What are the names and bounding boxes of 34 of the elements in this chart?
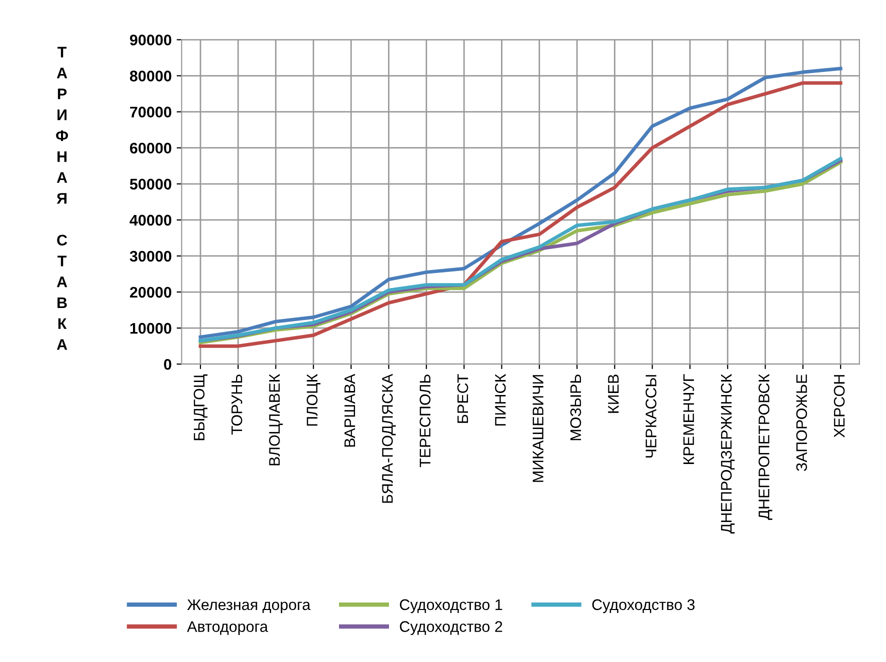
y-tick-label: 40000 [130,214,172,226]
x-tick-label: ХЕРСОН [834,375,845,438]
x-tick-label: МОЗЫРЬ [570,374,582,440]
x-tick-label: ПЛОЦК [306,374,320,426]
legend-label: Судоходство 2 [400,621,502,636]
y-tick-label: 90000 [130,34,172,46]
legend-label: Железная дорога [187,599,311,614]
y-tick-label: 60000 [130,142,172,154]
legend-label: Судоходство 1 [400,599,502,614]
y-tick-label: 30000 [130,250,172,262]
x-tick-label: ЧЕРКАССЫ [646,375,656,458]
x-tick-label: ВАРШАВА [344,374,356,447]
x-tick-label: БЯЛА-ПОДЛЯСКА [382,374,396,503]
y-tick-label: 10000 [130,322,172,334]
x-tick-label: МИКАШЕВИЧИ [532,375,544,482]
x-tick-label: ТОРУНЬ [231,374,242,435]
text: ТАРИФНАЯ СТАВКА [56,46,68,350]
x-tick-label: ЗАПОРОЖЬЕ [796,374,808,472]
y-tick-label: 50000 [130,178,172,190]
y-tick-label: 80000 [130,70,172,82]
x-tick-label: ТЕРЕСПОЛЬ [420,374,430,468]
x-tick-label: КРЕМЕНЧУГ [683,374,694,464]
legend-label: Автодорога [187,621,268,636]
y-tick-label: 0 [164,358,172,370]
x-tick-label: ВЛОЦЛАВЕК [269,374,283,466]
x-tick-label: ПИНСК [494,374,506,426]
x-tick-label: ДНЕПРОДЗЕРЖИНСК [720,374,735,534]
y-tick-label: 70000 [130,106,172,118]
x-tick-label: КИЕВ [608,374,619,413]
y-tick-label: 20000 [130,286,172,298]
x-tick-label: БЫДГОЩ [194,374,208,440]
legend-label: Судоходство 3 [592,599,695,614]
x-tick-label: ДНЕПРОПЕТРОВСК [758,374,772,520]
x-tick-label: БРЕСТ [457,374,468,423]
